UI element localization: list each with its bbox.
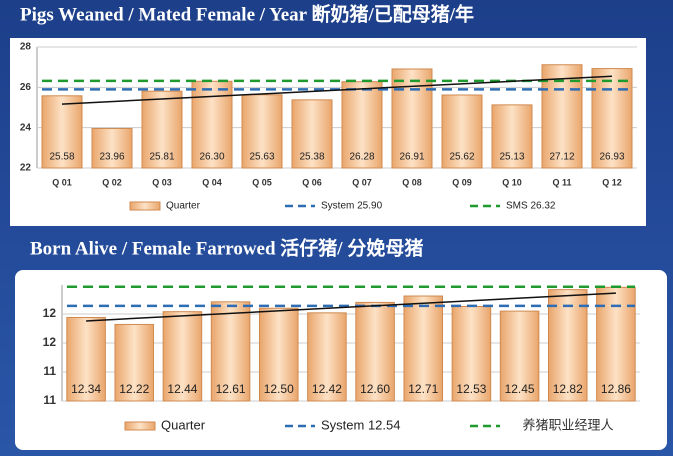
y-tick-label: 11 xyxy=(43,393,56,407)
data-label: 26.93 xyxy=(599,152,624,163)
bar xyxy=(291,99,333,169)
y-tick-label: 12 xyxy=(43,306,57,320)
bar xyxy=(258,307,299,402)
data-label: 12.61 xyxy=(216,382,246,396)
watermark: 养猪职业经理人 xyxy=(522,417,613,432)
legend-label: System 12.54 xyxy=(321,417,401,432)
y-tick-label: 12 xyxy=(43,335,57,349)
x-tick-label: Q 07 xyxy=(352,177,372,187)
x-tick-label: Q 06 xyxy=(302,177,322,187)
data-label: 12.86 xyxy=(601,382,631,396)
data-label: 12.34 xyxy=(71,382,101,396)
bar xyxy=(491,104,533,169)
data-label: 12.53 xyxy=(456,382,486,396)
x-tick-label: Q 11 xyxy=(552,177,571,187)
bar xyxy=(114,323,155,402)
data-label: 26.91 xyxy=(399,152,424,163)
bar xyxy=(547,289,588,402)
data-label: 25.38 xyxy=(299,152,324,163)
x-tick-label: Q 04 xyxy=(202,177,222,187)
bar xyxy=(162,311,203,402)
data-label: 12.82 xyxy=(553,382,583,396)
data-label: 12.50 xyxy=(264,382,294,396)
bar xyxy=(210,301,251,402)
bar xyxy=(355,301,395,402)
legend-label: SMS 26.32 xyxy=(506,201,556,212)
trend-line xyxy=(86,292,616,322)
bar xyxy=(591,68,633,169)
bar xyxy=(441,94,483,169)
legend-label: Quarter xyxy=(166,201,201,212)
data-label: 25.81 xyxy=(149,152,174,163)
data-label: 12.42 xyxy=(312,382,342,396)
data-label: 12.44 xyxy=(167,382,197,396)
x-tick-label: Q 02 xyxy=(102,177,122,187)
x-tick-label: Q 01 xyxy=(52,177,72,187)
x-tick-label: Q 09 xyxy=(452,177,472,187)
data-label: 12.22 xyxy=(119,382,149,396)
data-label: 12.71 xyxy=(408,382,438,396)
data-label: 26.28 xyxy=(349,152,374,163)
legend-swatch xyxy=(129,201,161,211)
chart-title: Pigs Weaned / Mated Female / Year 断奶猪/已配… xyxy=(20,2,474,25)
data-label: 23.96 xyxy=(99,152,124,163)
y-tick-label: 22 xyxy=(20,163,32,174)
legend-swatch xyxy=(124,421,156,431)
data-label: 12.45 xyxy=(505,382,535,396)
data-label: 12.60 xyxy=(360,382,390,396)
bar xyxy=(91,127,133,169)
data-label: 26.30 xyxy=(199,152,224,163)
bar xyxy=(41,95,83,169)
data-label: 25.62 xyxy=(449,152,474,163)
y-tick-label: 26 xyxy=(20,82,32,93)
bar xyxy=(241,94,283,169)
x-tick-label: Q 10 xyxy=(502,177,522,187)
chart-title: Born Alive / Female Farrowed 活仔猪/ 分娩母猪 xyxy=(30,236,423,259)
bar xyxy=(141,90,183,169)
data-label: 25.58 xyxy=(49,152,74,163)
bar xyxy=(451,305,492,402)
legend-label: Quarter xyxy=(161,417,206,432)
legend-label: System 25.90 xyxy=(321,201,383,212)
bar xyxy=(341,81,383,169)
bar xyxy=(403,295,444,402)
bar xyxy=(499,310,540,402)
x-tick-label: Q 08 xyxy=(402,177,422,187)
data-label: 25.13 xyxy=(499,152,524,163)
y-tick-label: 11 xyxy=(43,364,56,378)
y-tick-label: 24 xyxy=(20,122,32,133)
x-tick-label: Q 12 xyxy=(602,177,622,187)
data-label: 27.12 xyxy=(549,152,574,163)
bar xyxy=(307,312,347,402)
trend-line xyxy=(61,75,613,105)
x-tick-label: Q 03 xyxy=(152,177,172,187)
y-tick-label: 28 xyxy=(20,42,32,53)
x-tick-label: Q 05 xyxy=(252,177,272,187)
data-label: 25.63 xyxy=(249,152,274,163)
bar xyxy=(66,316,106,402)
